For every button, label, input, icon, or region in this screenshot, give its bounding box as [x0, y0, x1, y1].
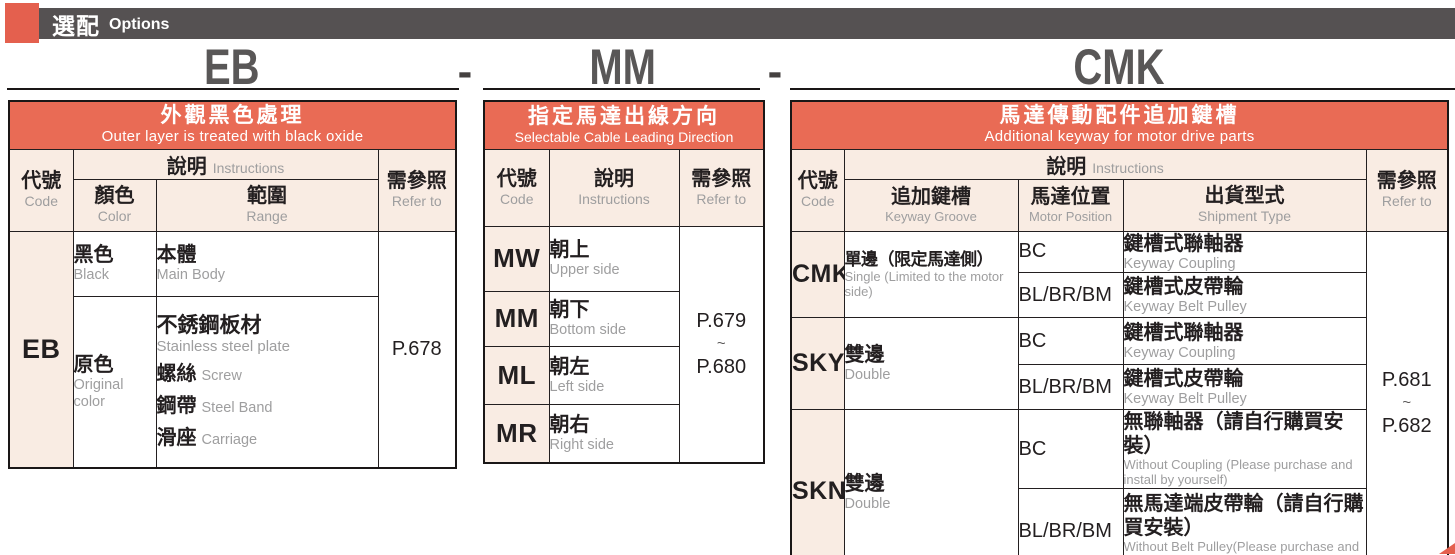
mm-direction-cell: 朝右 Right side [548, 403, 680, 464]
cmk-header-zh: 馬達傳動配件追加鍵槽 [999, 104, 1240, 128]
motor-position-cell: BC [1017, 230, 1124, 274]
mm-header-zh: 指定馬達出線方向 [528, 104, 720, 128]
title-underline [483, 88, 760, 90]
eb-black-color-cell: 黑色 Black [72, 230, 157, 297]
eb-header-en: Outer layer is treated with black oxide [101, 128, 364, 146]
skn-keyway-cell: 雙邊 Double [843, 409, 1019, 555]
mm-table-header: 指定馬達出線方向 Selectable Cable Leading Direct… [483, 100, 765, 150]
mm-refer-cell: P.679 ~ P.680 [678, 225, 765, 464]
eb-col-range: 範圍 Range [155, 178, 379, 232]
mm-direction-cell: 朝下 Bottom side [548, 290, 680, 347]
shipment-type-cell: 無聯軸器（請自行購買安裝） Without Coupling (Please p… [1122, 409, 1367, 490]
table-row: ML 朝左 Left side [483, 345, 764, 405]
page-header-bar: 選配 Options [12, 8, 1455, 39]
eb-col-color: 顏色 Color [72, 178, 157, 232]
shipment-type-cell: 鍵槽式皮帶輪 Keyway Belt Pulley [1122, 364, 1367, 411]
mm-col-code: 代號 Code [483, 148, 550, 227]
shipment-type-cell: 鍵槽式聯軸器 Keyway Coupling [1122, 317, 1367, 366]
eb-code-cell: EB [8, 230, 74, 469]
page-corner-marker [1439, 543, 1455, 554]
mm-options-table: 指定馬達出線方向 Selectable Cable Leading Direct… [483, 100, 766, 464]
table-row: BL/BR/BM 鍵槽式皮帶輪 Keyway Belt Pulley [791, 272, 1448, 319]
mm-code-cell: ML [483, 345, 550, 405]
table-row: SKY 雙邊 Double BC 鍵槽式聯軸器 Keyway Coupling [790, 317, 1448, 411]
section-title-cmk: CMK [1072, 39, 1165, 95]
eb-refer-cell: P.678 [377, 230, 457, 469]
page-title-en: Options [109, 16, 170, 33]
table-row: BL/BR/BM 無馬達端皮帶輪（請自行購買安裝） Without Belt P… [791, 488, 1448, 555]
motor-position-cell: BL/BR/BM [1017, 488, 1124, 555]
table-row: MR 朝右 Right side [483, 403, 764, 464]
table-row: MW 朝上 Upper side P.679 ~ P.680 [483, 225, 765, 464]
cmk-refer-cell: P.681 ~ P.682 [1365, 230, 1449, 555]
mm-header-en: Selectable Cable Leading Direction [514, 129, 734, 146]
cmk-header-en: Additional keyway for motor drive parts [984, 128, 1255, 146]
eb-col-instructions: 說明 Instructions [72, 148, 379, 180]
mm-code-cell: MW [483, 225, 550, 292]
page-title-zh: 選配 [52, 12, 100, 39]
eb-header-zh: 外觀黑色處理 [160, 104, 305, 128]
mm-direction-cell: 朝左 Left side [548, 345, 680, 405]
motor-position-cell: BL/BR/BM [1017, 272, 1124, 319]
cmk-col-instructions: 說明 Instructions [843, 148, 1367, 180]
mm-col-instructions: 說明 Instructions [548, 148, 680, 227]
eb-black-range-cell: 本體 Main Body [155, 230, 379, 297]
cmk-table-header: 馬達傳動配件追加鍵槽 Additional keyway for motor d… [790, 100, 1449, 150]
section-title-mm: MM [589, 39, 657, 95]
cmk-col-refer: 需參照 Refer to [1365, 148, 1449, 232]
shipment-type-cell: 鍵槽式皮帶輪 Keyway Belt Pulley [1122, 272, 1367, 319]
eb-options-table: 外觀黑色處理 Outer layer is treated with black… [8, 100, 458, 469]
cmk-col-keyway: 追加鍵槽 Keyway Groove [843, 178, 1019, 232]
table-row: 原色 Original color 不銹鋼板材 Stainless steel … [9, 295, 456, 469]
motor-position-cell: BL/BR/BM [1017, 364, 1124, 411]
table-row: BL/BR/BM 鍵槽式皮帶輪 Keyway Belt Pulley [791, 364, 1448, 411]
cmk-col-code: 代號 Code [790, 148, 845, 232]
eb-table-header: 外觀黑色處理 Outer layer is treated with black… [8, 100, 457, 150]
sky-code-cell: SKY [790, 317, 845, 411]
cmk-options-table: 馬達傳動配件追加鍵槽 Additional keyway for motor d… [790, 100, 1450, 555]
shipment-type-cell: 無馬達端皮帶輪（請自行購買安裝） Without Belt Pulley(Ple… [1122, 488, 1367, 555]
cmk-col-motor-position: 馬達位置 Motor Position [1017, 178, 1124, 232]
eb-original-range-cell: 不銹鋼板材 Stainless steel plate 螺絲 Screw 鋼帶 St… [155, 295, 379, 469]
shipment-type-cell: 鍵槽式聯軸器 Keyway Coupling [1122, 230, 1367, 274]
title-separator-dash: - [767, 47, 783, 96]
section-title-eb: EB [203, 39, 260, 95]
motor-position-cell: BC [1017, 317, 1124, 366]
mm-code-cell: MR [483, 403, 550, 464]
table-row: SKN 雙邊 Double BC 無聯軸器（請自行購買安裝） Without C… [790, 409, 1448, 555]
table-row: EB 黑色 Black 本體 Main Body P.678 [8, 230, 457, 469]
table-row: MM 朝下 Bottom side [483, 290, 764, 347]
cmk-keyway-cell: 單邊（限定馬達側） Single (Limited to the motor s… [843, 230, 1019, 319]
eb-col-refer: 需參照 Refer to [377, 148, 457, 232]
skn-code-cell: SKN [790, 409, 845, 555]
mm-code-cell: MM [483, 290, 550, 347]
title-underline [790, 88, 1455, 90]
title-underline [7, 88, 459, 90]
mm-col-refer: 需參照 Refer to [678, 148, 765, 227]
mm-direction-cell: 朝上 Upper side [548, 225, 680, 292]
motor-position-cell: BC [1017, 409, 1124, 490]
eb-original-color-cell: 原色 Original color [72, 295, 157, 469]
title-separator-dash: - [457, 47, 473, 96]
header-accent-square [5, 3, 39, 43]
eb-col-code: 代號 Code [8, 148, 74, 232]
table-row: CMK 單邊（限定馬達側） Single (Limited to the mot… [790, 230, 1449, 555]
sky-keyway-cell: 雙邊 Double [843, 317, 1019, 411]
cmk-code-cell: CMK [790, 230, 845, 319]
cmk-col-shipment-type: 出貨型式 Shipment Type [1122, 178, 1367, 232]
